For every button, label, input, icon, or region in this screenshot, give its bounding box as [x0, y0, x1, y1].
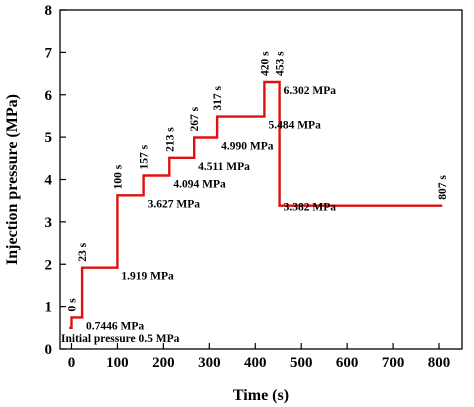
y-tick-label: 7 [45, 45, 53, 61]
x-tick-label: 100 [106, 355, 129, 371]
tick-layer: 0 100 200 300 400 500 600 700 800 0 1 2 3 4 5 6 7 8 [45, 3, 451, 371]
x-tick-label: 0 [68, 355, 76, 371]
y-tick-label: 1 [45, 300, 53, 316]
x-tick-label: 500 [290, 355, 313, 371]
y-axis-label: Injection pressure (MPa) [4, 94, 21, 265]
y-tick-label: 3 [45, 215, 53, 231]
time-annotation: 213 s [164, 127, 176, 152]
y-tick-label: 4 [45, 173, 53, 189]
x-tick-label: 700 [382, 355, 405, 371]
pressure-series-line [69, 80, 443, 329]
time-annotation: 100 s [112, 164, 124, 189]
x-tick-label: 300 [198, 355, 221, 371]
pressure-annotation: 3.382 MPa [284, 202, 337, 214]
y-tick-label: 5 [45, 130, 53, 146]
time-annotation: 0 s [66, 298, 78, 312]
time-annotation: 453 s [275, 51, 287, 76]
pressure-annotation: 4.094 MPa [173, 179, 226, 191]
y-tick-label: 8 [45, 3, 53, 19]
pressure-annotation: Initial pressure 0.5 MPa [61, 333, 180, 345]
pressure-annotation: 4.990 MPa [221, 141, 274, 153]
x-tick-label: 400 [244, 355, 267, 371]
pressure-annotation: 6.302 MPa [284, 85, 337, 97]
y-tick-label: 6 [45, 88, 53, 104]
time-annotation: 157 s [139, 144, 151, 169]
y-tick-label: 2 [45, 257, 53, 273]
annotation-layer: 0 s 23 s 100 s 157 s 213 s 267 s 317 s 420 s 453… [61, 51, 449, 345]
x-tick-label: 800 [428, 355, 451, 371]
time-annotation: 807 s [437, 175, 449, 200]
y-tick-label: 0 [45, 342, 53, 358]
x-axis-label: Time (s) [233, 387, 289, 404]
time-annotation: 420 s [259, 51, 271, 76]
x-tick-label: 600 [336, 355, 359, 371]
pressure-annotation: 4.511 MPa [198, 161, 250, 173]
time-annotation: 317 s [212, 85, 224, 110]
x-tick-label: 200 [152, 355, 175, 371]
pressure-annotation: 1.919 MPa [121, 271, 174, 283]
pressure-annotation: 3.627 MPa [148, 198, 201, 210]
time-annotation: 267 s [189, 106, 201, 131]
pressure-annotation: 0.7446 MPa [86, 320, 144, 332]
time-annotation: 23 s [77, 242, 89, 261]
pressure-annotation: 5.484 MPa [268, 120, 321, 132]
